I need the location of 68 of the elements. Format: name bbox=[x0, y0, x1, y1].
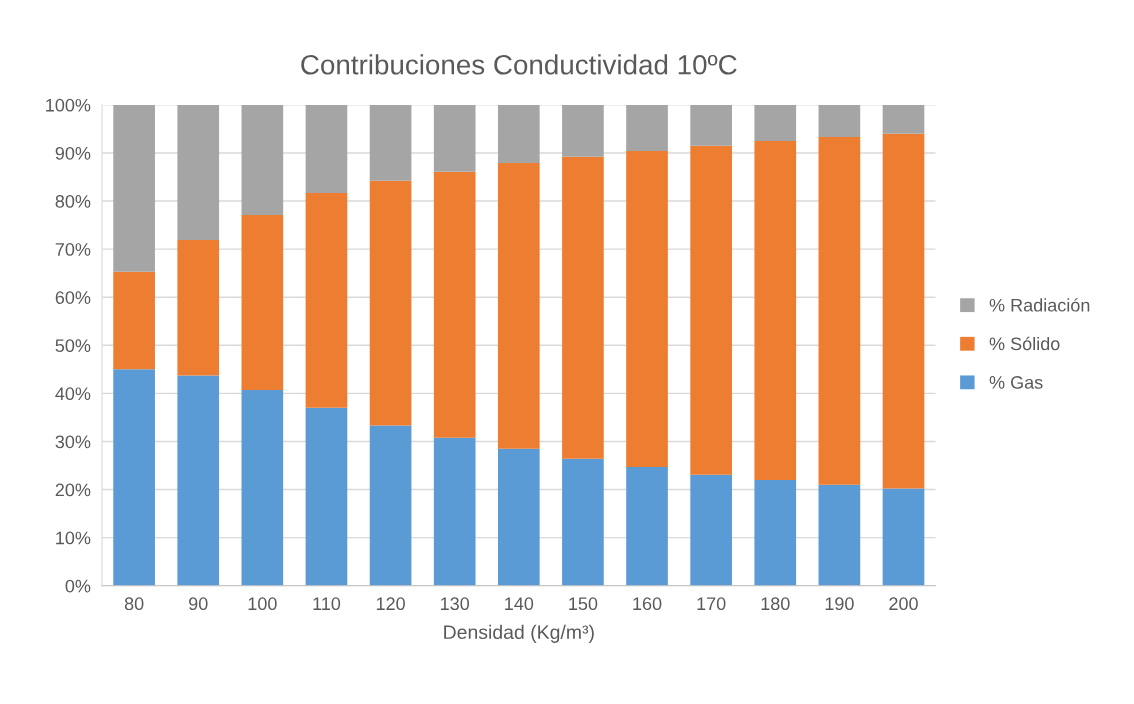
bar bbox=[497, 163, 540, 449]
x-tick-label: 90 bbox=[189, 597, 208, 611]
bar bbox=[882, 104, 925, 134]
legend-label: % Sólido bbox=[989, 336, 1060, 351]
bar bbox=[754, 140, 797, 480]
bar bbox=[177, 104, 220, 241]
x-axis-title: Densidad (Kg/m³) bbox=[444, 624, 594, 643]
chart-title: Contribuciones Conductividad 10ºC bbox=[301, 54, 737, 75]
bar bbox=[433, 104, 476, 172]
bar bbox=[754, 104, 797, 141]
y-tick-label: 90% bbox=[55, 146, 91, 160]
y-tick-label: 50% bbox=[55, 339, 91, 353]
x-tick-label: 120 bbox=[376, 597, 405, 611]
bar bbox=[882, 133, 925, 489]
y-tick-label: 0% bbox=[65, 579, 91, 593]
bar bbox=[305, 104, 348, 193]
bar bbox=[626, 151, 668, 467]
bar bbox=[177, 240, 220, 376]
x-tick-label: 110 bbox=[313, 597, 341, 611]
bar bbox=[754, 479, 797, 586]
y-tick-label: 100% bbox=[46, 98, 91, 112]
x-tick-label: 180 bbox=[761, 597, 790, 611]
bar bbox=[177, 375, 220, 586]
bar bbox=[562, 156, 604, 459]
bar bbox=[241, 104, 284, 216]
bar bbox=[690, 474, 732, 586]
legend-label: % Gas bbox=[989, 376, 1043, 389]
bar bbox=[690, 145, 732, 475]
bar bbox=[818, 137, 861, 485]
bar bbox=[562, 458, 604, 586]
bar bbox=[113, 271, 155, 370]
x-tick-label: 190 bbox=[825, 597, 854, 611]
legend-label: % Radiación bbox=[989, 298, 1090, 312]
bar bbox=[433, 437, 476, 586]
x-tick-label: 140 bbox=[505, 597, 534, 611]
bar bbox=[497, 104, 540, 164]
bar bbox=[305, 192, 348, 408]
y-tick-label: 20% bbox=[55, 483, 91, 497]
bar bbox=[818, 484, 861, 586]
x-tick-label: 200 bbox=[889, 597, 918, 611]
bar bbox=[882, 488, 925, 586]
x-tick-label: 80 bbox=[124, 597, 144, 611]
bar bbox=[690, 104, 732, 146]
bar bbox=[433, 171, 476, 438]
y-tick-label: 60% bbox=[55, 291, 91, 304]
bar bbox=[113, 104, 155, 272]
x-tick-label: 170 bbox=[697, 597, 726, 611]
bar bbox=[305, 407, 348, 586]
bar bbox=[626, 104, 668, 152]
x-tick-label: 100 bbox=[248, 597, 277, 611]
y-tick-label: 10% bbox=[56, 531, 91, 545]
bar bbox=[626, 466, 668, 586]
bar bbox=[241, 215, 284, 391]
bar bbox=[818, 104, 861, 138]
bar bbox=[497, 448, 540, 586]
x-tick-label: 160 bbox=[633, 597, 662, 611]
bar bbox=[241, 390, 284, 586]
bar bbox=[369, 180, 412, 426]
bar bbox=[369, 104, 412, 181]
bar bbox=[369, 425, 412, 586]
y-tick-label: 40% bbox=[55, 387, 91, 401]
y-tick-label: 30% bbox=[55, 435, 91, 449]
y-tick-label: 80% bbox=[55, 195, 91, 208]
x-tick-label: 130 bbox=[441, 597, 470, 611]
bar bbox=[113, 369, 155, 586]
y-tick-label: 70% bbox=[55, 243, 91, 256]
bar bbox=[562, 104, 604, 157]
x-tick-label: 150 bbox=[569, 597, 598, 611]
